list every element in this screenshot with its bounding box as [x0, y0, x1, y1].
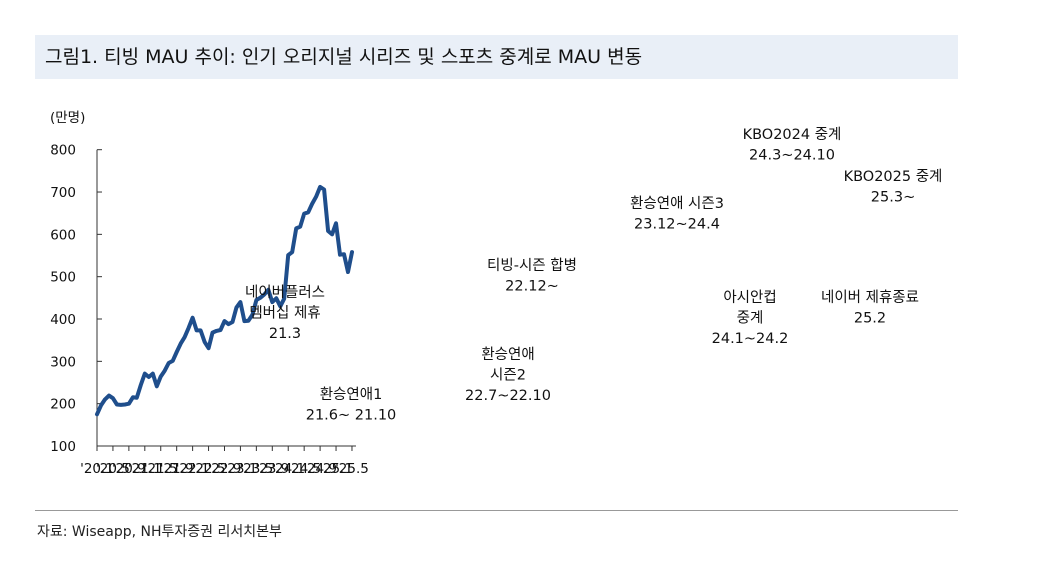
- chart-title: 그림1. 티빙 MAU 추이: 인기 오리지널 시리즈 및 스포츠 중계로 MA…: [45, 46, 643, 68]
- y-tick-label: 800: [50, 143, 76, 159]
- x-tick-label: '21.1: [128, 461, 162, 477]
- x-tick-label: '20.9: [112, 461, 146, 477]
- annotation-line: 환승연애 시즌3: [630, 195, 724, 212]
- y-tick-label: 100: [50, 439, 76, 455]
- x-tick-label: '20.1: [80, 461, 114, 477]
- annotation-label: 환승연애1 21.6~ 21.10: [306, 386, 397, 424]
- y-tick-label: 300: [50, 354, 76, 370]
- x-tick-label: '23.9: [255, 461, 289, 477]
- x-tick-label: '24.5: [287, 461, 321, 477]
- annotation-label: 네이버 제휴종료 25.2: [821, 289, 919, 327]
- annotation-line: 22.7~22.10: [465, 388, 551, 404]
- annotation-line: 티빙-시즌 합병: [487, 257, 577, 274]
- annotation-line: 21.3: [269, 326, 301, 342]
- annotation-line: 24.1~24.2: [712, 331, 789, 347]
- x-tick-label: '25.1: [319, 461, 353, 477]
- annotation-line: 멤버십 제휴: [249, 305, 320, 322]
- x-tick-label: '25.5: [335, 461, 369, 477]
- annotation-line: 네이버 제휴종료: [821, 289, 919, 306]
- y-axis-unit-label: (만명): [50, 110, 85, 126]
- annotation-line: 환승연애: [481, 346, 534, 363]
- x-tick-label: '24.1: [271, 461, 305, 477]
- annotation-line: KBO2024 중계: [743, 126, 842, 143]
- annotation-line: 중계: [737, 310, 764, 327]
- annotation-label: 티빙-시즌 합병 22.12~: [487, 257, 577, 295]
- x-tick-label: '22.5: [192, 461, 226, 477]
- x-tick-label: '21.5: [144, 461, 178, 477]
- annotation-line: 시즌2: [490, 368, 526, 384]
- y-tick-label: 200: [50, 397, 76, 413]
- x-tick-label: '20.5: [96, 461, 130, 477]
- y-tick-label: 600: [50, 227, 76, 243]
- title-bar: 그림1. 티빙 MAU 추이: 인기 오리지널 시리즈 및 스포츠 중계로 MA…: [35, 35, 958, 79]
- x-tick-label: '22.9: [208, 461, 242, 477]
- annotation-line: 25.2: [854, 311, 886, 327]
- annotation-label: KBO2025 중계 25.3~: [844, 168, 943, 206]
- x-tick-label: '23.1: [224, 461, 258, 477]
- annotation-line: 21.6~ 21.10: [306, 408, 397, 424]
- y-tick-label: 500: [50, 270, 76, 286]
- annotation-line: 아시안컵: [723, 289, 776, 306]
- y-tick-label: 400: [50, 312, 76, 328]
- annotation-line: 환승연애1: [320, 386, 383, 403]
- annotation-line: 네이버플러스: [245, 284, 325, 301]
- annotation-line: 25.3~: [871, 190, 915, 206]
- mau-series-line: [95, 184, 354, 417]
- annotation-line: 22.12~: [505, 279, 559, 295]
- y-tick-label: 700: [50, 185, 76, 201]
- annotation-line: 23.12~24.4: [634, 217, 720, 233]
- annotation-line: 24.3~24.10: [749, 148, 835, 164]
- x-tick-label: '22.1: [176, 461, 210, 477]
- annotation-label: 환승연애 시즌3 23.12~24.4: [630, 195, 724, 233]
- annotation-line: KBO2025 중계: [844, 168, 943, 185]
- x-tick-label: '24.9: [303, 461, 337, 477]
- source-note: 자료: Wiseapp, NH투자증권 리서치본부: [37, 524, 282, 540]
- source-divider: [35, 510, 958, 511]
- annotation-label: KBO2024 중계 24.3~24.10: [743, 126, 842, 164]
- x-tick-label: '23.5: [239, 461, 273, 477]
- x-tick-label: '21.9: [160, 461, 194, 477]
